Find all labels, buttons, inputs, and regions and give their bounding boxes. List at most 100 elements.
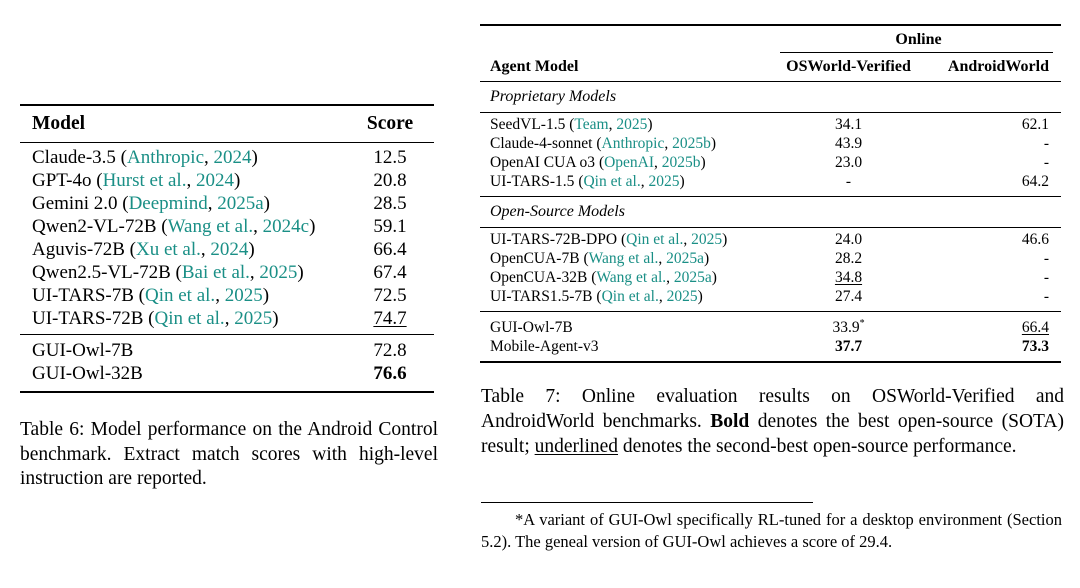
citation-link[interactable]: Qin et al. — [601, 288, 659, 305]
model-name: UI-TARS1.5-7B — [490, 288, 593, 305]
citation-year[interactable]: 2025 — [616, 116, 648, 133]
citation-link[interactable]: Anthropic — [601, 135, 665, 152]
citation-year[interactable]: 2025 — [666, 288, 698, 305]
osworld-value: 33.9 — [832, 319, 860, 336]
header-model: Model — [32, 113, 86, 134]
citation-year[interactable]: 2025 — [224, 285, 263, 306]
baseline-rows: Claude-3.5 (Anthropic, 2024) 12.5 GPT-4o… — [20, 143, 434, 334]
table-row: GUI-Owl-32B 76.6 — [20, 362, 434, 385]
group-rule — [480, 227, 1061, 228]
model-name: Claude-4-sonnet — [490, 135, 593, 152]
model-name: Gemini 2.0 — [32, 193, 118, 214]
androidworld-value: - — [1043, 135, 1049, 152]
model-name: Claude-3.5 — [32, 147, 116, 168]
table-row: OpenCUA-32B (Wang et al., 2025a) 34.8 - — [480, 268, 1061, 287]
osworld-value-second-best: 34.8 — [834, 269, 863, 286]
citation-year[interactable]: 2025 — [648, 173, 680, 190]
citation-year[interactable]: 2025 — [259, 262, 298, 283]
citation-year[interactable]: 2024 — [195, 170, 234, 191]
footnote: *A variant of GUI-Owl specifically RL-tu… — [481, 510, 1062, 551]
bottom-rule — [20, 391, 434, 393]
header-rule — [20, 142, 434, 143]
citation-year[interactable]: 2025 — [234, 308, 273, 329]
header-agent-model: Agent Model — [490, 58, 579, 75]
citation-year[interactable]: 2025b — [672, 135, 711, 152]
osworld-value: - — [845, 173, 852, 190]
model-name: OpenAI CUA o3 — [490, 154, 596, 171]
citation-link[interactable]: Wang et al. — [596, 269, 667, 286]
section-rule — [480, 311, 1061, 312]
citation-link[interactable]: Qin et al. — [626, 231, 684, 248]
header-score: Score — [366, 113, 414, 134]
citation-link[interactable]: OpenAI — [604, 154, 655, 171]
top-rule — [480, 24, 1061, 26]
androidworld-value: 62.1 — [1021, 116, 1049, 133]
table-row: Mobile-Agent-v3 37.7 73.3 — [480, 337, 1061, 356]
citation-year[interactable]: 2024c — [262, 216, 310, 237]
citation-link[interactable]: Team — [574, 116, 609, 133]
table-row: GUI-Owl-7B 33.9* 66.4 — [480, 318, 1061, 337]
citation-link[interactable]: Xu et al. — [135, 239, 201, 260]
footnote-mark: * — [859, 317, 865, 329]
model-name: Aguvis-72B — [32, 239, 125, 260]
androidworld-value: 64.2 — [1021, 173, 1049, 190]
table-row: Claude-3.5 (Anthropic, 2024) 12.5 — [20, 146, 434, 169]
ours-rows: GUI-Owl-7B 72.8 GUI-Owl-32B 76.6 — [20, 335, 434, 391]
ours-rows: GUI-Owl-7B 33.9* 66.4 Mobile-Agent-v3 37… — [480, 312, 1061, 361]
score-value-best: 76.6 — [373, 363, 407, 384]
citation-year[interactable]: 2025a — [673, 269, 712, 286]
model-name: OpenCUA-32B — [490, 269, 588, 286]
citation-link[interactable]: Bai et al. — [181, 262, 250, 283]
table-7-caption: Table 7: Online evaluation results on OS… — [481, 386, 1064, 457]
score-value: 59.1 — [373, 216, 407, 237]
table-header: Agent Model OSWorld-Verified AndroidWorl… — [480, 53, 1061, 81]
model-name: GPT-4o — [32, 170, 92, 191]
header-cmidrule — [780, 52, 1053, 53]
header-rule — [480, 81, 1061, 82]
model-name: SeedVL-1.5 — [490, 116, 566, 133]
osworld-value: 34.1 — [834, 116, 863, 133]
citation-link[interactable]: Wang et al. — [167, 216, 254, 237]
androidworld-value: - — [1043, 250, 1049, 267]
caption-bold-word: Bold — [710, 411, 750, 432]
score-value: 67.4 — [373, 262, 407, 283]
table-row: UI-TARS-72B (Qin et al., 2025) 74.7 — [32, 308, 407, 329]
model-name: GUI-Owl-7B — [490, 319, 573, 336]
citation-year[interactable]: 2025a — [666, 250, 705, 267]
model-name: UI-TARS-7B — [32, 285, 134, 306]
model-name: UI-TARS-72B — [32, 308, 144, 329]
citation-year[interactable]: 2025a — [217, 193, 264, 214]
citation-link[interactable]: Deepmind — [128, 193, 208, 214]
citation-link[interactable]: Wang et al. — [588, 250, 659, 267]
model-name: OpenCUA-7B — [490, 250, 580, 267]
citation-link[interactable]: Hurst et al. — [102, 170, 187, 191]
citation-link[interactable]: Anthropic — [126, 147, 205, 168]
androidworld-value: 46.6 — [1021, 231, 1049, 248]
model-name: GUI-Owl-7B — [32, 340, 134, 361]
score-value: 12.5 — [373, 147, 407, 168]
model-name: Qwen2-VL-72B — [32, 216, 157, 237]
bottom-rule — [480, 361, 1061, 363]
citation-year[interactable]: 2025 — [691, 231, 723, 248]
table-row: GUI-Owl-7B 72.8 — [20, 339, 434, 362]
citation-link[interactable]: Qin et al. — [154, 308, 225, 329]
model-name: Mobile-Agent-v3 — [490, 338, 599, 355]
group-label-open-source: Open-Source Models — [490, 203, 625, 220]
section-rule — [480, 196, 1061, 197]
citation-link[interactable]: Qin et al. — [145, 285, 216, 306]
table-header: Model Score — [20, 106, 434, 142]
table-row: Qwen2-VL-72B (Wang et al., 2024c) 59.1 — [20, 215, 434, 238]
citation-year[interactable]: 2024 — [213, 147, 252, 168]
header-online: Online — [895, 31, 942, 48]
citation-year[interactable]: 2024 — [210, 239, 249, 260]
table-row: UI-TARS-7B (Qin et al., 2025) 72.5 — [20, 284, 434, 307]
androidworld-value: - — [1043, 154, 1049, 171]
header-online-row: Online — [480, 26, 1061, 52]
osworld-value: 43.9 — [834, 135, 863, 152]
score-value: 28.5 — [373, 193, 407, 214]
table-row: Claude-4-sonnet (Anthropic, 2025b) 43.9 … — [480, 134, 1061, 153]
citation-link[interactable]: Qin et al. — [583, 173, 641, 190]
citation-year[interactable]: 2025b — [661, 154, 701, 171]
proprietary-rows: SeedVL-1.5 (Team, 2025) 34.1 62.1 Claude… — [480, 113, 1061, 196]
table-7: Online Agent Model OSWorld-Verified Andr… — [480, 24, 1061, 363]
